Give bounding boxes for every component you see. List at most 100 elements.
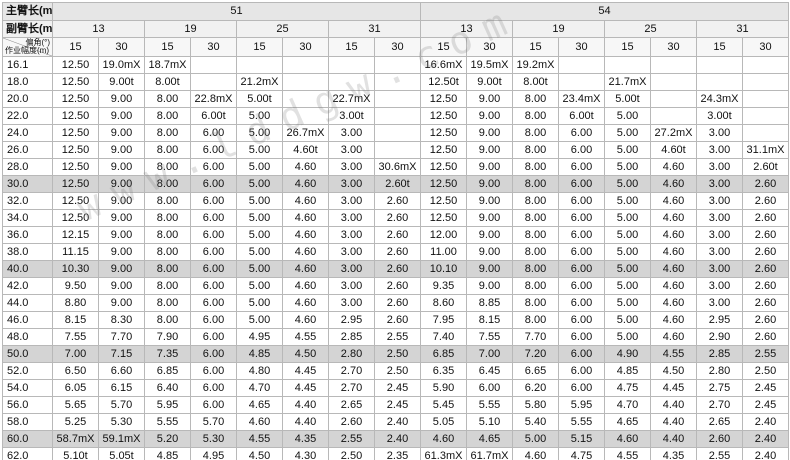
- load-cell: 4.60: [420, 430, 467, 448]
- working-radius-cell: 46.0: [2, 311, 53, 329]
- load-cell: 5.00: [236, 294, 283, 312]
- load-cell: [604, 56, 651, 74]
- load-cell: 12.50: [420, 90, 467, 108]
- offset-angle-cell: 30: [558, 37, 605, 57]
- table-row: 28.0 12.50 9.00 8.00 6.00 5.00 4.60 3.00 30.6mX 1…: [2, 158, 789, 176]
- load-cell: 31.1mX: [742, 141, 789, 159]
- load-cell: 21.2mX: [236, 73, 283, 91]
- load-cell: 6.00: [190, 362, 237, 380]
- load-cell: [650, 107, 697, 125]
- load-cell: 7.20: [512, 345, 559, 363]
- offset-angle-cell: 15: [328, 37, 375, 57]
- load-cell: 12.50: [420, 175, 467, 193]
- load-cell: 7.70: [98, 328, 145, 346]
- load-cell: 16.6mX: [420, 56, 467, 74]
- load-cell: 5.30: [190, 430, 237, 448]
- offset-angle-cell: 30: [374, 37, 421, 57]
- load-cell: 2.85: [328, 328, 375, 346]
- load-cell: 23.4mX: [558, 90, 605, 108]
- load-cell: [558, 56, 605, 74]
- load-cell: 6.00: [190, 209, 237, 227]
- load-cell: 8.00: [144, 243, 191, 261]
- working-radius-cell: 42.0: [2, 277, 53, 295]
- load-cell: [374, 107, 421, 125]
- load-cell: 8.30: [98, 311, 145, 329]
- load-cell: 5.55: [558, 413, 605, 431]
- load-cell: 8.00: [144, 277, 191, 295]
- load-cell: 5.95: [144, 396, 191, 414]
- load-cell: 3.00: [328, 175, 375, 193]
- load-cell: 5.05: [420, 413, 467, 431]
- load-cell: 4.45: [282, 379, 329, 397]
- load-cell: 3.00: [696, 124, 743, 142]
- load-cell: 6.85: [420, 345, 467, 363]
- load-cell: 4.40: [282, 413, 329, 431]
- load-cell: 5.00: [236, 158, 283, 176]
- load-cell: 2.45: [374, 379, 421, 397]
- load-cell: 22.8mX: [190, 90, 237, 108]
- table-row: 52.0 6.50 6.60 6.85 6.00 4.80 4.45 2.70 2.50 6.35…: [2, 362, 789, 380]
- load-cell: 5.00: [236, 141, 283, 159]
- load-cell: 3.00: [328, 294, 375, 312]
- load-cell: 5.90: [420, 379, 467, 397]
- load-cell: 6.00: [190, 379, 237, 397]
- load-cell: 9.00: [466, 260, 513, 278]
- load-cell: 6.50: [52, 362, 99, 380]
- load-cell: 3.00: [696, 141, 743, 159]
- load-cell: 12.50: [52, 73, 99, 91]
- load-cell: 5.00: [236, 260, 283, 278]
- load-cell: 4.70: [604, 396, 651, 414]
- load-cell: 5.00: [604, 260, 651, 278]
- table-row: 46.0 8.15 8.30 8.00 6.00 5.00 4.60 2.95 2.60 7.95…: [2, 311, 789, 329]
- load-cell: 9.00: [98, 141, 145, 159]
- load-cell: 8.00: [512, 141, 559, 159]
- load-cell: 2.45: [742, 396, 789, 414]
- load-cell: 4.40: [650, 413, 697, 431]
- load-cell: 4.60: [282, 175, 329, 193]
- load-cell: 2.65: [328, 396, 375, 414]
- load-cell: 2.70: [328, 362, 375, 380]
- load-cell: 4.60: [650, 277, 697, 295]
- working-radius-cell: 18.0: [2, 73, 53, 91]
- load-cell: 8.00: [512, 277, 559, 295]
- load-cell: 5.00: [236, 124, 283, 142]
- load-cell: 4.75: [604, 379, 651, 397]
- load-cell: 8.00: [512, 158, 559, 176]
- aux-boom-length: 19: [512, 20, 605, 38]
- load-cell: 3.00: [328, 141, 375, 159]
- load-cell: 2.60: [374, 243, 421, 261]
- load-cell: 9.00: [98, 158, 145, 176]
- load-cell: 9.00: [466, 209, 513, 227]
- load-cell: 2.70: [696, 396, 743, 414]
- load-cell: 2.55: [374, 328, 421, 346]
- load-cell: 12.50: [52, 175, 99, 193]
- load-cell: 12.50: [420, 158, 467, 176]
- aux-boom-length: 25: [604, 20, 697, 38]
- load-cell: 6.00: [190, 158, 237, 176]
- aux-boom-label: 副臂长(m): [2, 20, 53, 38]
- load-cell: 8.85: [466, 294, 513, 312]
- load-cell: 30.6mX: [374, 158, 421, 176]
- load-cell: 12.50: [52, 192, 99, 210]
- load-cell: 6.00: [558, 226, 605, 244]
- load-cell: 5.00: [604, 226, 651, 244]
- load-cell: 5.30: [98, 413, 145, 431]
- load-cell: 2.65: [696, 413, 743, 431]
- load-cell: 12.50: [52, 158, 99, 176]
- aux-boom-length: 31: [696, 20, 789, 38]
- load-cell: 9.50: [52, 277, 99, 295]
- load-cell: 5.00: [236, 311, 283, 329]
- load-cell: [650, 56, 697, 74]
- offset-angle-cell: 30: [650, 37, 697, 57]
- load-cell: 6.00: [190, 277, 237, 295]
- main-boom-group-1: 51: [52, 2, 421, 21]
- load-cell: 5.10: [466, 413, 513, 431]
- load-cell: 4.40: [650, 396, 697, 414]
- load-cell: 5.00: [236, 107, 283, 125]
- load-cell: 4.60: [604, 430, 651, 448]
- load-cell: 6.00: [558, 362, 605, 380]
- load-cell: 8.00: [512, 294, 559, 312]
- load-cell: 4.50: [650, 362, 697, 380]
- load-cell: 3.00t: [696, 107, 743, 125]
